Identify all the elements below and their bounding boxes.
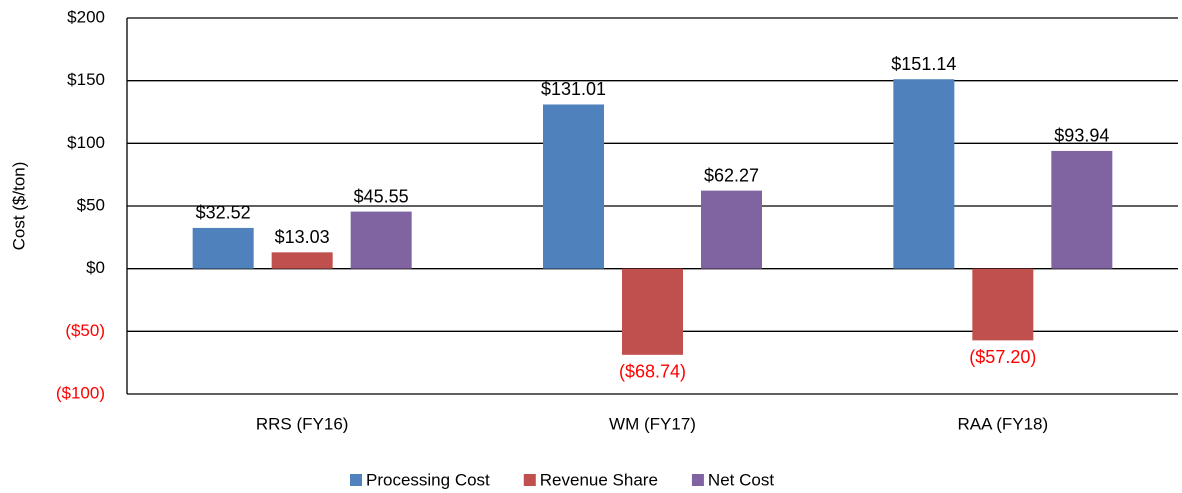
bar — [701, 190, 762, 269]
data-label: $13.03 — [275, 227, 330, 247]
y-tick-label: ($50) — [65, 321, 105, 340]
data-label: $62.27 — [704, 165, 759, 185]
data-label: ($68.74) — [619, 362, 686, 382]
x-tick-label: WM (FY17) — [609, 414, 696, 433]
y-tick-label: ($100) — [56, 383, 105, 402]
data-label: $93.94 — [1054, 126, 1109, 146]
legend-label: Net Cost — [708, 470, 774, 489]
y-tick-label: $200 — [67, 7, 105, 26]
legend-swatch — [523, 474, 536, 486]
bar — [350, 211, 412, 269]
legend-swatch — [691, 474, 704, 486]
bar — [1051, 150, 1113, 269]
legend-swatch — [350, 474, 362, 486]
bar — [271, 252, 333, 269]
x-tick-label: RAA (FY18) — [957, 414, 1048, 433]
bar — [622, 268, 683, 355]
data-label: $131.01 — [541, 79, 606, 99]
data-label: $45.55 — [354, 186, 409, 206]
bar — [192, 227, 254, 269]
data-label: $32.52 — [196, 203, 251, 223]
bar — [972, 268, 1034, 341]
x-tick-label: RRS (FY16) — [256, 414, 349, 433]
data-label: $151.14 — [891, 54, 956, 74]
y-tick-label: $100 — [67, 133, 105, 152]
y-axis-title: Cost ($/ton) — [9, 162, 28, 251]
bar — [893, 79, 955, 269]
legend-label: Processing Cost — [366, 470, 490, 489]
legend-label: Revenue Share — [540, 470, 658, 489]
y-tick-label: $150 — [67, 70, 105, 89]
y-tick-label: $50 — [77, 195, 105, 214]
data-label: ($57.20) — [969, 347, 1036, 367]
y-tick-label: $0 — [86, 258, 105, 277]
bar — [543, 104, 604, 269]
